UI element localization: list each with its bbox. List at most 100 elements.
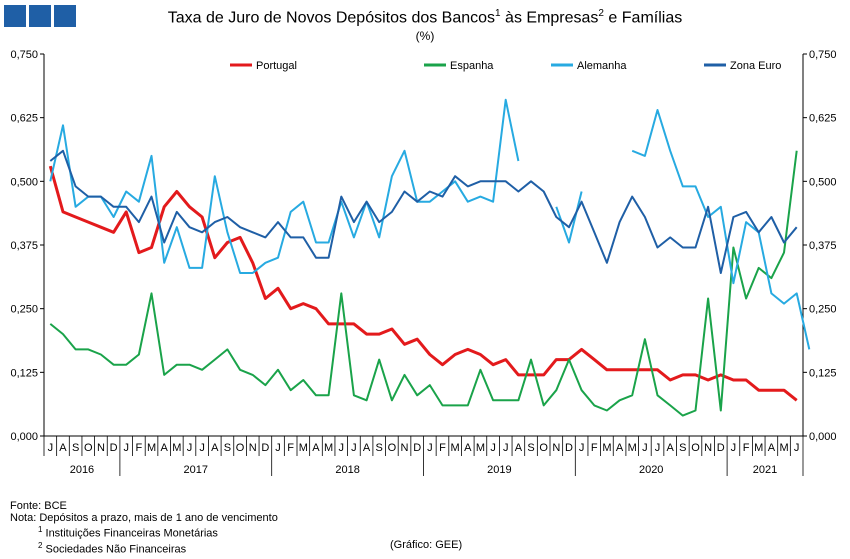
y-tick-label-right: 0,250: [809, 304, 837, 316]
month-label: J: [339, 442, 345, 454]
y-tick-label-left: 0,500: [10, 176, 38, 188]
y-tick-label-left: 0,250: [10, 304, 38, 316]
month-label: N: [401, 442, 409, 454]
month-label: J: [579, 442, 585, 454]
month-label: D: [565, 442, 573, 454]
month-label: F: [591, 442, 598, 454]
month-label: S: [679, 442, 686, 454]
month-label: A: [768, 442, 776, 454]
month-label: N: [552, 442, 560, 454]
month-label: A: [161, 442, 169, 454]
month-label: M: [324, 442, 333, 454]
year-label: 2020: [639, 464, 663, 476]
series-line-portugal: [48, 165, 798, 402]
logo-square: [54, 5, 76, 27]
year-label: 2021: [753, 464, 777, 476]
month-label: S: [376, 442, 383, 454]
y-tick-label-right: 0,500: [809, 176, 837, 188]
month-label: J: [427, 442, 433, 454]
y-tick-label-right: 0,375: [809, 240, 837, 252]
month-label: N: [97, 442, 105, 454]
month-label: J: [642, 442, 648, 454]
y-tick-label-right: 0,625: [809, 113, 837, 125]
source-note: Fonte: BCE: [10, 500, 67, 512]
year-label: 2017: [184, 464, 208, 476]
month-label: J: [48, 442, 54, 454]
month-label: J: [490, 442, 496, 454]
month-label: D: [261, 442, 269, 454]
y-tick-label-left: 0,375: [10, 240, 38, 252]
month-label: M: [779, 442, 788, 454]
month-label: J: [503, 442, 509, 454]
month-label: M: [299, 442, 308, 454]
year-label: 2016: [70, 464, 94, 476]
chart-credit: (Gráfico: GEE): [390, 539, 463, 551]
month-label: J: [794, 442, 800, 454]
logo-square: [4, 5, 26, 27]
month-label: F: [136, 442, 143, 454]
month-label: S: [72, 442, 79, 454]
legend-label: Portugal: [256, 60, 297, 72]
month-label: J: [199, 442, 205, 454]
legend-label: Zona Euro: [730, 60, 781, 72]
month-label: J: [731, 442, 737, 454]
series-line-espanha: [49, 150, 798, 417]
month-label: A: [515, 442, 523, 454]
month-label: J: [123, 442, 129, 454]
month-label: D: [717, 442, 725, 454]
gee-logo: [4, 5, 76, 27]
month-label: A: [667, 442, 675, 454]
chart-title: Taxa de Juro de Novos Depósitos dos Banc…: [167, 8, 683, 27]
y-tick-label-right: 0,000: [809, 431, 837, 443]
month-label: F: [287, 442, 294, 454]
legend-label: Alemanha: [577, 60, 627, 72]
y-tick-label-left: 0,125: [10, 367, 38, 379]
legend-label: Espanha: [450, 60, 494, 72]
month-label: M: [172, 442, 181, 454]
month-label: M: [754, 442, 763, 454]
y-tick-label-right: 0,125: [809, 367, 837, 379]
month-label: M: [451, 442, 460, 454]
month-label: M: [476, 442, 485, 454]
month-label: N: [249, 442, 257, 454]
series-line-alemanha: [49, 98, 811, 350]
month-label: J: [655, 442, 661, 454]
month-label: S: [527, 442, 534, 454]
footnote-2: 2 Sociedades Não Financeiras: [38, 540, 187, 556]
month-label: F: [439, 442, 446, 454]
month-label: J: [275, 442, 281, 454]
y-tick-label-left: 0,750: [10, 49, 38, 61]
year-label: 2019: [487, 464, 511, 476]
month-label: A: [59, 442, 67, 454]
month-label: A: [363, 442, 371, 454]
footnote-1: 1 Instituições Financeiras Monetárias: [38, 525, 218, 540]
month-label: M: [602, 442, 611, 454]
month-label: O: [84, 442, 93, 454]
chart-subtitle: (%): [415, 29, 435, 43]
y-tick-label-left: 0,000: [10, 431, 38, 443]
month-label: O: [539, 442, 548, 454]
month-label: F: [743, 442, 750, 454]
year-label: 2018: [335, 464, 359, 476]
month-label: S: [224, 442, 231, 454]
month-label: J: [351, 442, 357, 454]
month-label: A: [211, 442, 219, 454]
month-label: M: [628, 442, 637, 454]
y-tick-label-right: 0,750: [809, 49, 837, 61]
month-label: M: [147, 442, 156, 454]
y-tick-label-left: 0,625: [10, 113, 38, 125]
footnotes: Fonte: BCE Nota: Depósitos a prazo, mais…: [10, 500, 278, 555]
definition-note: Nota: Depósitos a prazo, mais de 1 ano d…: [10, 512, 278, 524]
month-label: D: [110, 442, 118, 454]
logo-square: [29, 5, 51, 27]
month-label: O: [388, 442, 397, 454]
month-label: A: [616, 442, 624, 454]
month-label: J: [187, 442, 193, 454]
month-label: N: [704, 442, 712, 454]
series-line-zona-euro: [49, 149, 798, 274]
month-label: A: [464, 442, 472, 454]
month-label: D: [413, 442, 421, 454]
month-label: A: [312, 442, 320, 454]
month-label: O: [691, 442, 700, 454]
month-label: O: [236, 442, 245, 454]
